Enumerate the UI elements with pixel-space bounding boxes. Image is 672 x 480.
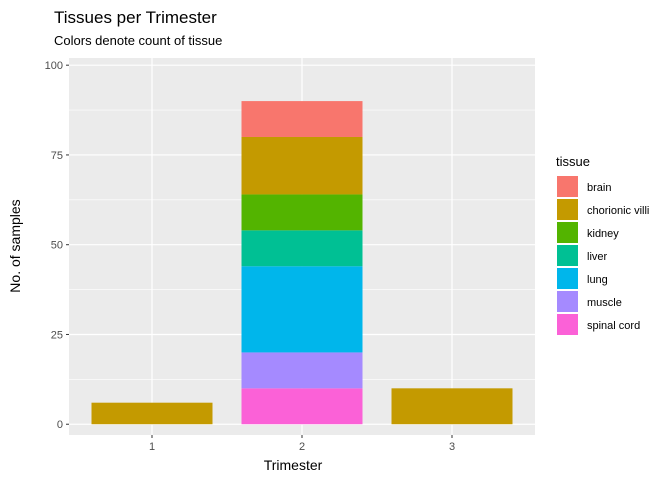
y-tick-label: 50 (51, 240, 63, 252)
x-axis-title: Trimester (264, 457, 323, 473)
x-tick-label: 1 (149, 441, 155, 453)
bar-segment (241, 101, 363, 137)
legend-key (557, 314, 578, 335)
legend-label: brain (587, 182, 611, 194)
legend-label: kidney (587, 228, 619, 240)
legend-key (557, 222, 578, 243)
legend-key (557, 268, 578, 289)
x-axis-ticks: 1 2 3 (149, 435, 455, 453)
legend-key (557, 176, 578, 197)
y-tick-label: 25 (51, 329, 63, 341)
bars (91, 101, 513, 425)
y-axis-ticks: 0 25 50 75 100 (45, 60, 69, 431)
legend-label: chorionic villi (587, 205, 649, 217)
bar-segment (241, 194, 363, 231)
legend-label: muscle (587, 297, 622, 309)
x-tick-label: 2 (299, 441, 305, 453)
bar-segment (91, 402, 213, 425)
y-tick-label: 0 (57, 419, 63, 431)
legend: tissue brain chorionic villi kidney liver lu… (556, 154, 649, 335)
bar-segment (241, 266, 363, 353)
chart-title: Tissues per Trimester (54, 8, 217, 27)
legend-label: lung (587, 274, 608, 286)
y-tick-label: 75 (51, 150, 63, 162)
chart-subtitle: Colors denote count of tissue (54, 33, 222, 48)
y-axis-title: No. of samples (7, 199, 23, 292)
bar-segment (241, 230, 363, 267)
legend-label: spinal cord (587, 320, 640, 332)
legend-key (557, 291, 578, 312)
legend-label: liver (587, 251, 608, 263)
bar-segment (241, 352, 363, 389)
bar-segment (241, 136, 363, 195)
bar-segment (241, 388, 363, 425)
legend-key (557, 245, 578, 266)
x-tick-label: 3 (449, 441, 455, 453)
legend-key (557, 199, 578, 220)
legend-title: tissue (556, 154, 590, 169)
bar-segment (391, 388, 513, 425)
y-tick-label: 100 (45, 60, 63, 72)
